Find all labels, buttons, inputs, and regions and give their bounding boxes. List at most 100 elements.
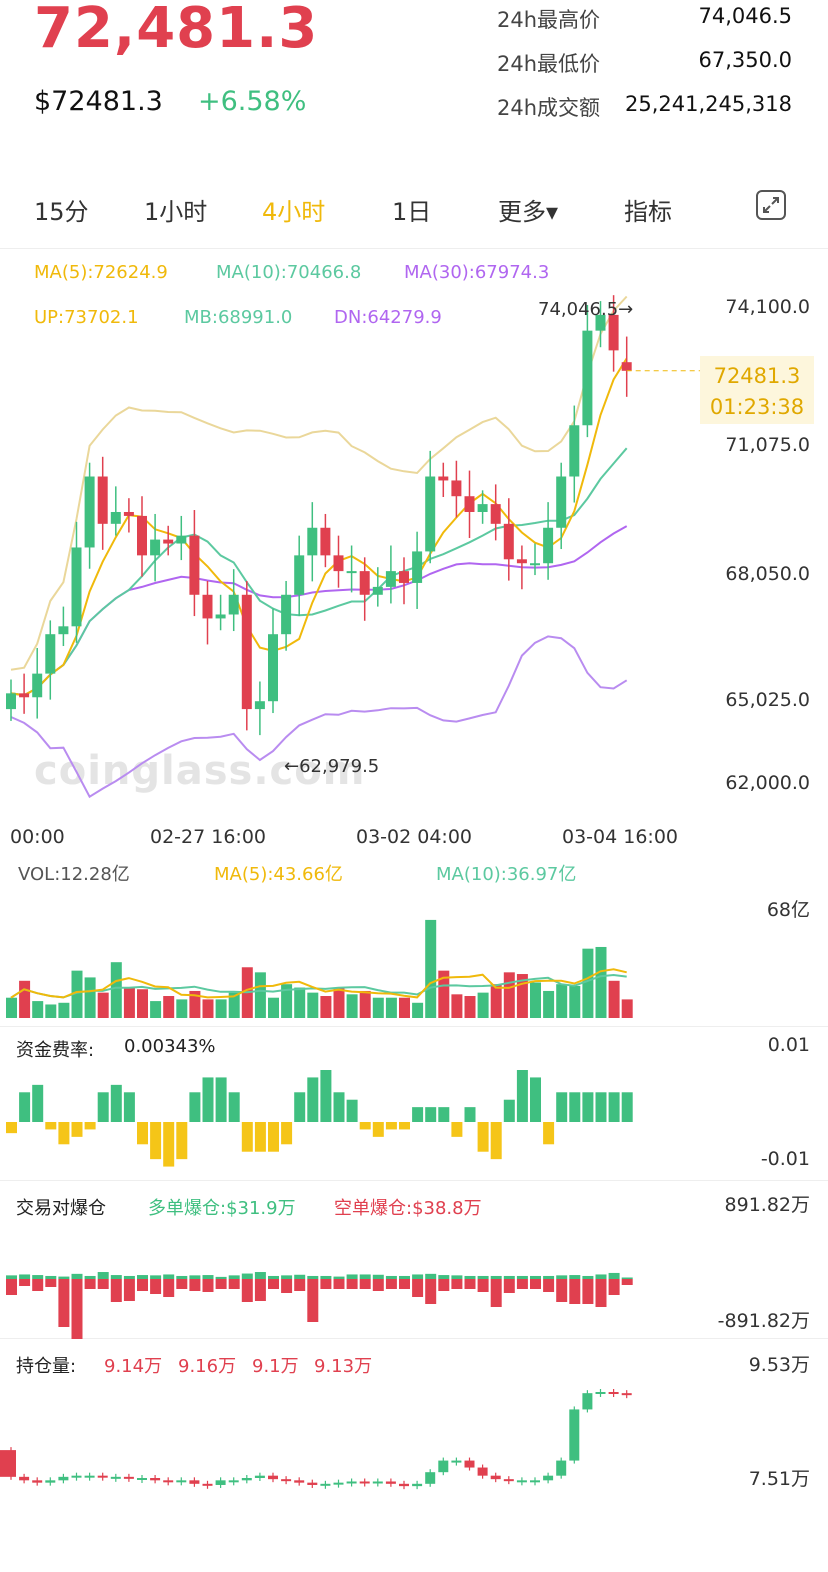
candle (464, 496, 475, 512)
tab-1h[interactable]: 1小时 (144, 198, 208, 226)
funding-bar (71, 1122, 83, 1137)
funding-bar (438, 1107, 450, 1122)
volume-bar (6, 997, 17, 1018)
volume-bar (71, 970, 83, 1018)
short-liquidation-bar (346, 1279, 358, 1289)
long-liquidation-bar (451, 1275, 463, 1279)
last-price-tag-price: 72481.3 (713, 364, 801, 388)
candle (176, 535, 187, 544)
volume-bar (137, 989, 148, 1018)
short-liquidation-bar (241, 1279, 253, 1302)
long-liquidation-bar (176, 1275, 188, 1279)
volume-bar (163, 996, 175, 1018)
short-liquidation-bar (320, 1279, 332, 1289)
oi-candle (464, 1460, 475, 1468)
short-liquidation-bar (71, 1279, 83, 1339)
oi-value-3: 9.1万 (252, 1356, 299, 1377)
long-liquidation-bar (215, 1276, 227, 1279)
oi-candle (241, 1478, 252, 1481)
short-liquidation-bar (123, 1279, 135, 1301)
funding-bar (333, 1092, 345, 1122)
oi-candle (385, 1481, 396, 1484)
long-liquidation-bar (163, 1274, 175, 1279)
long-liquidation-bar (71, 1273, 83, 1279)
boll-mb-label: MB:68991.0 (184, 307, 293, 328)
funding-bar (464, 1107, 476, 1122)
candle (97, 476, 108, 524)
tab-more[interactable]: 更多▾ (498, 198, 559, 226)
candle (608, 314, 619, 351)
volume-bar (543, 990, 555, 1018)
candle (32, 673, 43, 698)
volume-bar (189, 990, 201, 1018)
oi-candle (281, 1479, 292, 1482)
funding-bar (372, 1122, 384, 1137)
ma30-label: MA(30):67974.3 (404, 262, 550, 283)
x-tick-label: 00:00 (10, 826, 65, 848)
oi-candle (32, 1480, 43, 1483)
stat-volume-value: 25,241,245,318 (625, 92, 792, 116)
volume-bar (84, 977, 96, 1018)
vol-ma10-label: MA(10):36.97亿 (436, 864, 577, 885)
oi-candle (399, 1483, 409, 1487)
candle (84, 476, 95, 548)
fullscreen-icon[interactable] (756, 190, 786, 220)
long-liquidation-bar (412, 1274, 424, 1279)
oi-candle (438, 1460, 449, 1473)
countdown-timer: 01:23:38 (709, 395, 805, 419)
liq-ymax: 891.82万 (724, 1194, 810, 1216)
funding-bar (477, 1122, 489, 1152)
oi-candle (215, 1480, 226, 1485)
long-liquidation-bar (333, 1276, 345, 1279)
candle (19, 693, 30, 698)
tab-indicators[interactable]: 指标 (624, 198, 672, 226)
tab-4h[interactable]: 4小时 (262, 198, 326, 226)
short-liquidation-bar (490, 1279, 502, 1307)
candle (123, 511, 134, 516)
oi-candle (189, 1480, 200, 1484)
short-liquidation-bar (110, 1279, 122, 1302)
oi-candle (19, 1476, 30, 1481)
liq-ymin: -891.82万 (717, 1310, 810, 1332)
ma10-line (10, 447, 628, 697)
candle (346, 571, 357, 574)
oi-ymax: 9.53万 (748, 1354, 810, 1376)
volume-bar (32, 1001, 44, 1018)
oi-candle (595, 1392, 606, 1394)
funding-bar (202, 1077, 214, 1122)
candle (503, 523, 514, 560)
funding-bar (425, 1107, 437, 1122)
short-liquidation-bar (97, 1279, 109, 1289)
volume-bar (202, 999, 214, 1018)
short-liquidation-bar (254, 1279, 266, 1301)
volume-bar (621, 999, 633, 1018)
short-liquidation-bar (189, 1279, 201, 1291)
volume-bar (97, 992, 109, 1018)
candle (241, 594, 252, 710)
funding-bar (569, 1092, 581, 1122)
funding-bar (97, 1092, 109, 1122)
tab-1d[interactable]: 1日 (392, 198, 432, 226)
volume-bar (582, 948, 594, 1018)
short-liquidation-bar (516, 1279, 528, 1289)
funding-bar (6, 1122, 17, 1134)
funding-bar (490, 1122, 502, 1160)
long-liquidation-bar (582, 1275, 594, 1279)
funding-bar (19, 1092, 31, 1122)
funding-bar (359, 1122, 371, 1130)
oi-candle (254, 1475, 265, 1478)
candle (268, 634, 278, 702)
short-liquidation-bar (451, 1279, 463, 1289)
funding-bar (530, 1077, 541, 1122)
long-liquidation-bar (621, 1277, 633, 1279)
volume-bar (412, 1002, 424, 1018)
short-liquidation-bar (137, 1279, 148, 1291)
oi-candle (0, 1450, 16, 1477)
price-change-percent: +6.58% (198, 86, 307, 117)
vol-ma5-label: MA(5):43.66亿 (214, 864, 343, 885)
short-liquidation-bar (399, 1279, 410, 1289)
x-tick-label: 03-04 16:00 (562, 826, 679, 848)
long-liquidation-bar (19, 1274, 31, 1279)
tab-15m[interactable]: 15分 (34, 198, 89, 226)
candle (189, 535, 200, 595)
